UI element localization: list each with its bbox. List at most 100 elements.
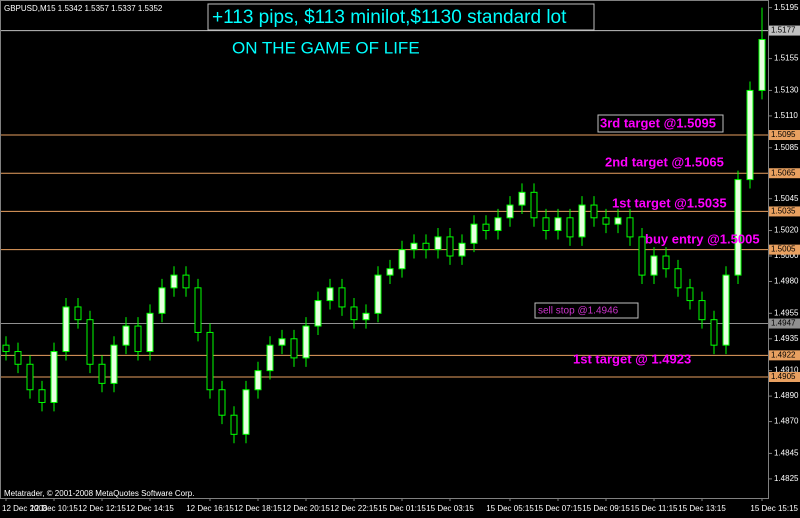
level-label-box: [769, 168, 800, 179]
level-label-box: [769, 206, 800, 217]
candle-body: [434, 236, 442, 251]
candle-body: [50, 351, 58, 403]
candle-body: [602, 217, 610, 225]
candle-body: [218, 389, 226, 416]
candle-body: [386, 268, 394, 276]
x-tick-label: 12 Dec 22:15: [330, 504, 378, 513]
candle-body: [74, 306, 82, 321]
x-tick-label: 15 Dec 15:15: [750, 504, 798, 513]
level-label: 1.5005: [771, 245, 796, 254]
level-label: 1.4922: [771, 350, 796, 359]
candle-body: [194, 287, 202, 333]
candle-body: [710, 319, 718, 346]
x-tick-label: 12 Dec 20:15: [282, 504, 330, 513]
level-label: 1.5177: [771, 26, 796, 35]
y-tick-label: 1.4935: [774, 334, 799, 343]
candle-body: [614, 217, 622, 225]
annotation: 1st target @1.5035: [612, 195, 727, 210]
annotation-box: [534, 302, 639, 319]
candle-body: [734, 179, 742, 276]
candle-body: [38, 389, 46, 403]
y-tick-label: 1.4890: [774, 391, 799, 400]
level-label-box: [769, 372, 800, 383]
x-tick-label: 15 Dec 01:15: [378, 504, 426, 513]
candle-body: [506, 204, 514, 219]
level-label-box: [769, 25, 800, 36]
candle-body: [278, 338, 286, 346]
candle-body: [722, 274, 730, 346]
candle-body: [578, 204, 586, 238]
candle-body: [470, 223, 478, 244]
candle-body: [62, 306, 70, 353]
candle-body: [518, 191, 526, 206]
candle-body: [638, 236, 646, 276]
candle-body: [650, 255, 658, 276]
symbol-header: GBPUSD,M15 1.5342 1.5357 1.5337 1.5352: [4, 4, 163, 13]
level-label-box: [769, 244, 800, 255]
y-tick-label: 1.4910: [774, 366, 799, 375]
y-tick-label: 1.5020: [774, 226, 799, 235]
candle-body: [86, 319, 94, 365]
candle-body: [122, 325, 130, 346]
y-tick-label: 1.5110: [774, 111, 798, 120]
candle-body: [326, 287, 334, 302]
candle-body: [158, 287, 166, 314]
candle-body: [746, 89, 754, 181]
level-label-box: [769, 130, 800, 141]
candle-body: [302, 325, 310, 359]
x-tick-label: 12 Dec 12:15: [78, 504, 126, 513]
y-tick-label: 1.4980: [774, 277, 799, 286]
annotation: +113 pips, $113 minilot,$1130 standard l…: [212, 7, 567, 28]
y-tick-label: 1.4825: [774, 474, 799, 483]
level-label-box: [769, 350, 800, 361]
y-tick-label: 1.5085: [774, 143, 799, 152]
candle-body: [26, 363, 34, 391]
y-tick-label: 1.4955: [774, 308, 799, 317]
footer: Metatrader, © 2001-2008 MetaQuotes Softw…: [4, 489, 194, 498]
annotation: 1st target @ 1.4923: [573, 351, 691, 366]
candle-body: [398, 249, 406, 270]
candle-body: [494, 217, 502, 232]
level-label: 1.5095: [771, 130, 796, 139]
x-tick-label: 15 Dec 11:15: [631, 504, 679, 513]
candle-body: [350, 306, 358, 321]
candle-body: [422, 242, 430, 251]
annotation: 2nd target @1.5065: [605, 154, 724, 169]
x-tick-label: 12 Dec 10:15: [30, 504, 78, 513]
candle-body: [530, 191, 538, 219]
x-tick-label: 12 Dec 16:15: [186, 504, 234, 513]
level-label: 1.4947: [771, 319, 796, 328]
candle-body: [314, 300, 322, 327]
level-label: 1.4905: [771, 372, 796, 381]
plot-frame: [0, 0, 769, 499]
candle-body: [206, 331, 214, 391]
x-tick-label: 15 Dec 13:15: [678, 504, 726, 513]
x-tick-label: 12 Dec 2008: [2, 504, 48, 513]
x-tick-label: 15 Dec 09:15: [582, 504, 630, 513]
candle-body: [242, 389, 250, 435]
x-tick-label: 12 Dec 14:15: [126, 504, 174, 513]
candle-body: [362, 312, 370, 321]
candle-body: [146, 312, 154, 353]
candle-body: [482, 223, 490, 232]
annotation: 3rd target @1.5095: [600, 115, 716, 130]
y-tick-label: 1.4845: [774, 449, 799, 458]
candle-body: [2, 344, 10, 353]
candle-body: [458, 242, 466, 257]
candle-body: [626, 217, 634, 238]
candle-body: [14, 351, 22, 365]
annotation: ON THE GAME OF LIFE: [232, 38, 420, 57]
candle-body: [266, 344, 274, 372]
candle-body: [446, 236, 454, 257]
x-tick-label: 15 Dec 07:15: [534, 504, 582, 513]
level-label: 1.5065: [771, 168, 796, 177]
annotation: buy entry @1.5005: [645, 231, 760, 246]
candle-body: [98, 363, 106, 384]
candle-body: [542, 217, 550, 232]
candle-body: [374, 274, 382, 314]
y-tick-label: 1.5195: [774, 3, 799, 12]
candle-body: [290, 338, 298, 359]
level-label: 1.5035: [771, 207, 796, 216]
candle-body: [674, 268, 682, 289]
